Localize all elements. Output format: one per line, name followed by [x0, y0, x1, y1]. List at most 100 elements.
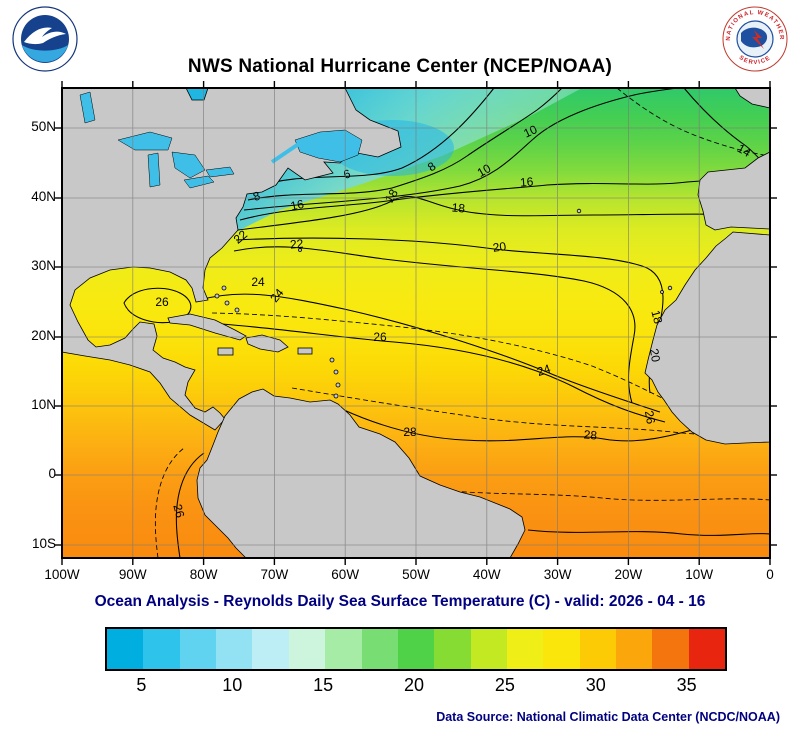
island-hispaniola: [245, 334, 289, 353]
nws-ring-text-bottom: SERVICE: [738, 55, 772, 66]
axis-ticks: [55, 81, 777, 565]
x-axis-label: 10W: [685, 567, 714, 582]
colorbar-tick-label: 15: [313, 675, 334, 695]
lake-huron: [171, 151, 206, 179]
lake-michigan: [147, 152, 161, 188]
island-antilles: [333, 369, 339, 375]
nws-logo: NATIONAL WEATHER SERVICE: [722, 6, 788, 72]
island-canary: [667, 285, 673, 291]
y-axis-label: 30N: [31, 258, 56, 273]
contour-label: 8: [251, 188, 262, 204]
colorbar-cell: [397, 629, 435, 669]
colorbar-cell: [688, 629, 726, 669]
contour-label: 26: [170, 503, 187, 520]
colorbar-cell: [652, 629, 689, 669]
y-axis-label: 50N: [31, 119, 56, 134]
colorbar: [105, 627, 727, 671]
isotherm-22: [233, 246, 636, 404]
contour-label: 26: [642, 410, 658, 426]
colorbar-tick-label: 10: [222, 675, 243, 695]
lake-superior: [117, 131, 173, 151]
isotherm-26-gulf-loop: [123, 287, 192, 324]
contour-label: 18: [451, 200, 466, 215]
nws-emblem-graphic: NATIONAL WEATHER SERVICE: [722, 6, 788, 72]
colorbar-cell: [325, 629, 362, 669]
x-axis-label: 90W: [118, 567, 147, 582]
colorbar-tick-label: 30: [585, 675, 606, 695]
contour-label: 28: [583, 427, 598, 442]
lake-winnipeg: [79, 91, 96, 124]
colorbar-cell: [252, 629, 289, 669]
contour-label: 16: [519, 174, 534, 189]
colorbar-tick-label: 25: [494, 675, 515, 695]
land-africa: [644, 231, 771, 445]
x-axis-label: 50W: [402, 567, 430, 582]
colorbar-cell: [288, 629, 326, 669]
island-bermuda: [298, 248, 302, 252]
colorbar-cell: [470, 629, 507, 669]
isotherm-25-dashed: [211, 312, 663, 399]
isotherm-10: [243, 87, 678, 211]
x-axis-label: 80W: [189, 567, 218, 582]
contour-label: 18: [648, 309, 665, 326]
island-bahamas: [234, 307, 240, 313]
isotherm-18: [237, 196, 771, 231]
island-antilles: [329, 357, 335, 363]
colorbar-cell: [361, 629, 398, 669]
colorbar-cell: [107, 629, 144, 669]
gull-icon: [24, 27, 66, 45]
lake-erie: [183, 175, 215, 189]
contour-label: 10: [521, 122, 539, 140]
colorbar-cell: [543, 629, 580, 669]
contour-label: 28: [403, 425, 417, 439]
isotherm-26: [221, 323, 666, 423]
contour-label: 10: [475, 161, 494, 180]
y-axis-label: 0: [48, 466, 56, 481]
colorbar-cell: [506, 629, 544, 669]
contour-label: 22: [289, 236, 304, 251]
island-antilles: [333, 393, 339, 399]
island-puerto-rico: [297, 347, 313, 355]
colorbar-tick-label: 20: [403, 675, 425, 695]
island-cuba: [167, 313, 247, 341]
contour-label: 26: [155, 295, 169, 309]
isotherm-south: [527, 529, 771, 536]
lake-ontario: [205, 166, 235, 178]
contour-label: 24: [251, 275, 265, 289]
contour-label: 6: [342, 166, 352, 181]
island-antilles: [335, 382, 341, 388]
island-azores: [576, 208, 582, 214]
colorbar-cell: [434, 629, 471, 669]
land-layer: [61, 87, 771, 559]
noaa-logo: [12, 6, 78, 72]
analysis-subtitle: Ocean Analysis - Reynolds Daily Sea Surf…: [94, 593, 706, 610]
contour-label: 20: [492, 239, 507, 255]
y-axis-label: 20N: [31, 328, 56, 343]
isotherm-12-dashed: [616, 87, 771, 157]
colorbar-cell: [616, 629, 653, 669]
page-title: NWS National Hurricane Center (NCEP/NOAA…: [187, 56, 613, 77]
isotherm-24: [199, 293, 661, 413]
isotherm-pacific-26: [175, 452, 205, 559]
contour-label: 20: [647, 348, 663, 364]
x-axis-label: 30W: [543, 567, 572, 582]
contour-label: 18: [382, 186, 401, 205]
data-source-text: Data Source: National Climatic Data Cent…: [436, 710, 780, 724]
lat-lon-grid: [62, 88, 770, 558]
colorbar-cell: [579, 629, 617, 669]
contour-label: 24: [535, 361, 552, 379]
x-axis-label: 0: [766, 567, 774, 582]
x-axis-label: 100W: [44, 567, 80, 582]
land-south-america: [196, 388, 526, 559]
isotherm-8: [247, 87, 563, 201]
isotherm-pacific-dashed: [154, 447, 185, 559]
y-axis-label: 10S: [31, 536, 56, 551]
noaa-emblem-graphic: [12, 6, 78, 72]
x-axis-label: 40W: [472, 567, 501, 582]
colorbar-cell: [143, 629, 180, 669]
isotherm-south-dashed: [421, 487, 771, 501]
island-bahamas: [221, 285, 227, 291]
